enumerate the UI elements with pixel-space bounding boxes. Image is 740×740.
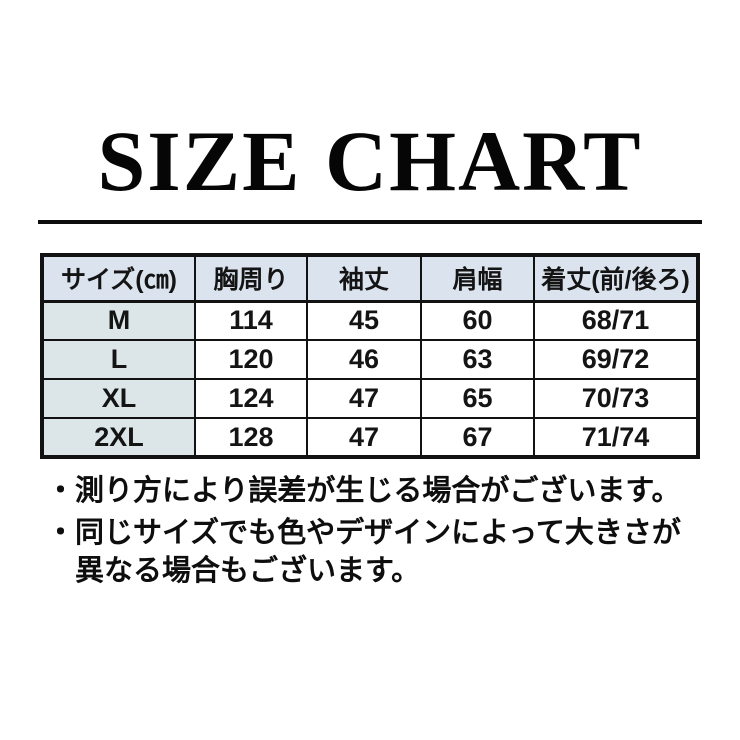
- sleeve-cell: 45: [306, 300, 422, 341]
- note-line: ・測り方により誤差が生じる場合がございます。: [46, 472, 712, 510]
- column-header-size: サイズ(㎝): [41, 254, 196, 303]
- chest-cell: 114: [194, 300, 308, 341]
- table-row-m: M 114 45 60 68/71: [41, 300, 699, 341]
- note-item: ・測り方により誤差が生じる場合がございます。: [46, 472, 712, 510]
- table-row-l: L 120 46 63 69/72: [41, 339, 699, 380]
- title-underline: [38, 220, 702, 224]
- chest-cell: 120: [194, 339, 308, 380]
- size-cell: L: [41, 339, 196, 380]
- chest-cell: 124: [194, 378, 308, 419]
- notes: ・測り方により誤差が生じる場合がございます。 ・同じサイズでも色やデザインによっ…: [46, 472, 712, 590]
- note-text: 測り方により誤差が生じる場合がございます。: [75, 475, 681, 507]
- bullet: ・: [46, 475, 76, 507]
- table-row-xl: XL 124 47 65 70/73: [41, 378, 699, 419]
- column-header-shoulder: 肩幅: [420, 254, 535, 303]
- shoulder-cell: 63: [420, 339, 535, 380]
- column-header-chest: 胸周り: [194, 254, 308, 303]
- length-cell: 68/71: [533, 300, 699, 341]
- length-cell: 70/73: [533, 378, 699, 419]
- shoulder-cell: 65: [420, 378, 535, 419]
- size-chart-page: SIZE CHART サイズ(㎝) 胸周り 袖丈 肩幅 着丈(前/後ろ) M 1…: [38, 113, 712, 590]
- note-text: 同じサイズでも色やデザインによって大きさが: [75, 517, 681, 549]
- note-line: ・同じサイズでも色やデザインによって大きさが: [46, 514, 712, 552]
- size-table-body: M 114 45 60 68/71 L 120 46 63 69/72 XL 1…: [41, 300, 699, 458]
- note-line-continuation: 異なる場合もございます。: [75, 555, 421, 587]
- size-cell: XL: [41, 378, 196, 419]
- sleeve-cell: 47: [306, 417, 422, 458]
- length-cell: 71/74: [533, 417, 699, 458]
- sleeve-cell: 46: [306, 339, 422, 380]
- chest-cell: 128: [194, 417, 308, 458]
- size-table: サイズ(㎝) 胸周り 袖丈 肩幅 着丈(前/後ろ) M 114 45 60 68…: [40, 253, 700, 459]
- note-item: ・同じサイズでも色やデザインによって大きさが 異なる場合もございます。: [46, 514, 712, 590]
- size-table-header: サイズ(㎝) 胸周り 袖丈 肩幅 着丈(前/後ろ): [41, 254, 699, 303]
- table-row-2xl: 2XL 128 47 67 71/74: [41, 417, 699, 458]
- column-header-sleeve: 袖丈: [306, 254, 422, 303]
- header-row: サイズ(㎝) 胸周り 袖丈 肩幅 着丈(前/後ろ): [41, 254, 699, 303]
- page-title: SIZE CHART: [97, 113, 643, 209]
- sleeve-cell: 47: [306, 378, 422, 419]
- shoulder-cell: 67: [420, 417, 535, 458]
- size-cell: M: [41, 300, 196, 341]
- size-cell: 2XL: [41, 417, 196, 458]
- length-cell: 69/72: [533, 339, 699, 380]
- bullet: ・: [46, 517, 76, 549]
- column-header-length: 着丈(前/後ろ): [533, 254, 699, 303]
- shoulder-cell: 60: [420, 300, 535, 341]
